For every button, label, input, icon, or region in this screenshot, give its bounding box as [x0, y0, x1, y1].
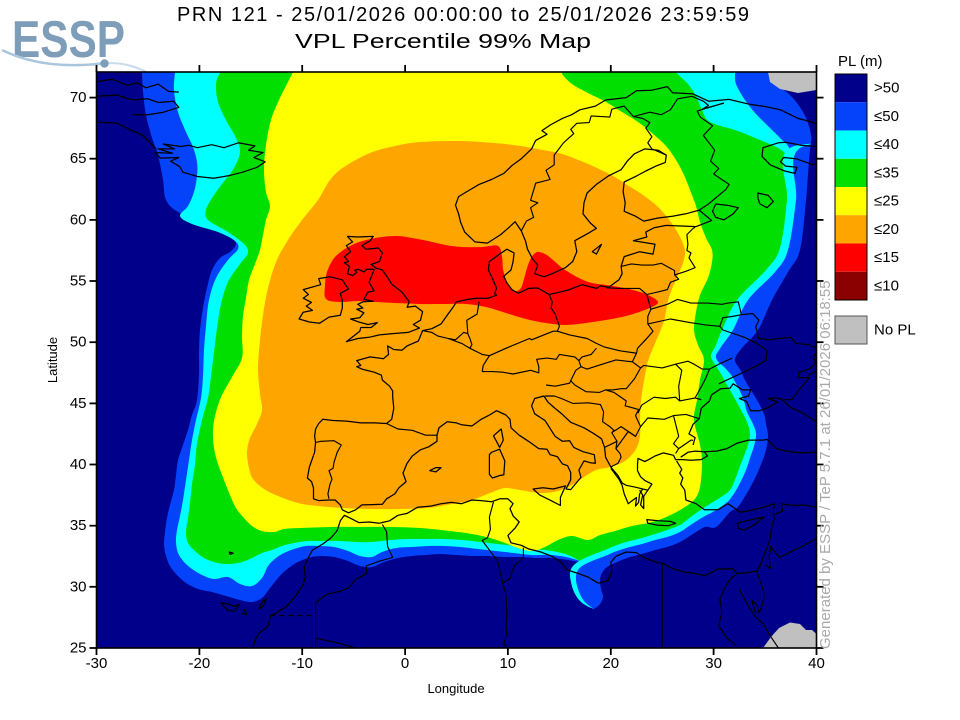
- svg-text:60: 60: [70, 211, 87, 228]
- svg-text:Generated by ESSP / TeP 5.7.1: Generated by ESSP / TeP 5.7.1 at 26/01/2…: [817, 280, 834, 649]
- svg-text:≤20: ≤20: [874, 221, 899, 238]
- svg-text:-10: -10: [291, 655, 313, 672]
- svg-text:≤15: ≤15: [874, 249, 899, 266]
- svg-text:≤40: ≤40: [874, 136, 899, 153]
- svg-text:40: 40: [70, 456, 87, 473]
- svg-text:10: 10: [500, 655, 517, 672]
- svg-text:≤50: ≤50: [874, 108, 899, 125]
- svg-text:PL (m): PL (m): [838, 53, 882, 70]
- svg-text:≤10: ≤10: [874, 277, 899, 294]
- svg-text:70: 70: [70, 89, 87, 106]
- svg-text:>50: >50: [874, 80, 899, 97]
- svg-text:VPL Percentile 99% Map: VPL Percentile 99% Map: [295, 31, 591, 53]
- svg-text:Latitude: Latitude: [45, 337, 60, 383]
- svg-text:-20: -20: [189, 655, 211, 672]
- svg-text:-30: -30: [86, 655, 108, 672]
- svg-text:65: 65: [70, 150, 87, 167]
- svg-text:PRN 121 - 25/01/2026 00:00:00: PRN 121 - 25/01/2026 00:00:00 to 25/01/2…: [177, 4, 749, 26]
- svg-text:30: 30: [70, 578, 87, 595]
- svg-text:0: 0: [401, 655, 409, 672]
- svg-text:25: 25: [70, 640, 87, 657]
- svg-text:No PL: No PL: [874, 322, 916, 339]
- svg-text:50: 50: [70, 334, 87, 351]
- svg-text:45: 45: [70, 395, 87, 412]
- svg-text:≤35: ≤35: [874, 164, 899, 181]
- svg-text:40: 40: [808, 655, 825, 672]
- svg-text:30: 30: [705, 655, 722, 672]
- svg-text:Longitude: Longitude: [427, 681, 484, 696]
- svg-text:≤25: ≤25: [874, 193, 899, 210]
- svg-text:55: 55: [70, 273, 87, 290]
- svg-text:35: 35: [70, 517, 87, 534]
- svg-text:20: 20: [602, 655, 619, 672]
